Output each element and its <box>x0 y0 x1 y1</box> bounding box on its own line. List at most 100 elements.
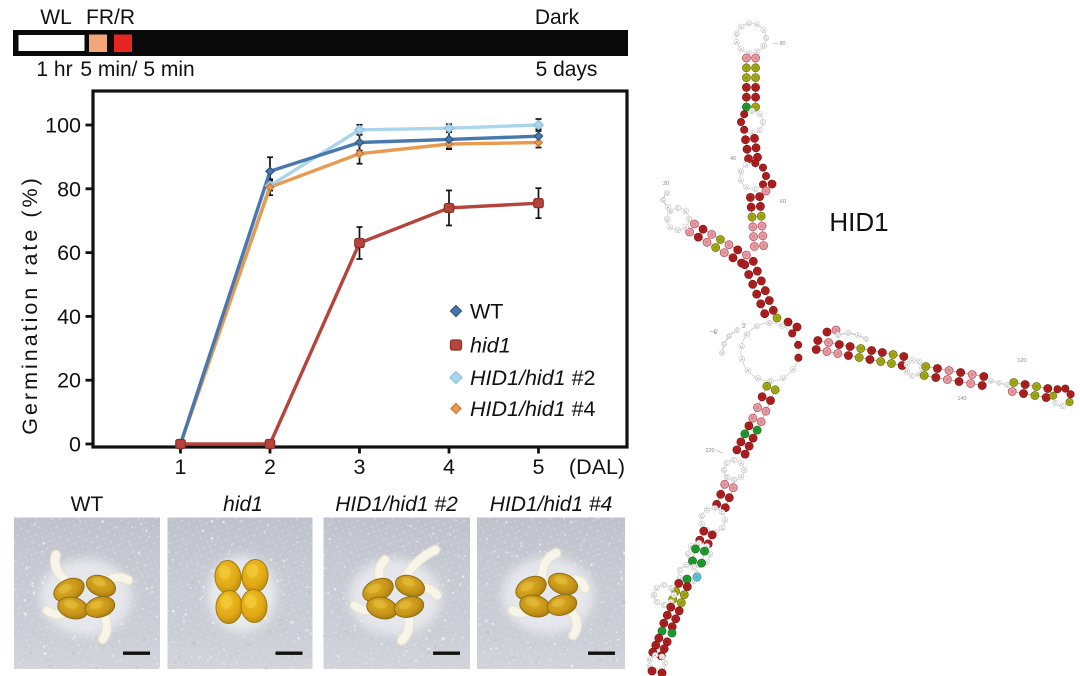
svg-text:C: C <box>735 328 738 333</box>
svg-text:C: C <box>754 186 757 191</box>
svg-text:A: A <box>739 178 742 183</box>
svg-text:1: 1 <box>175 455 187 479</box>
svg-text:WT: WT <box>470 300 503 324</box>
svg-text:A: A <box>654 653 657 658</box>
svg-text:U: U <box>670 600 673 605</box>
svg-text:A: A <box>705 544 708 549</box>
svg-text:U: U <box>747 21 750 26</box>
svg-text:C: C <box>917 359 920 364</box>
svg-text:U: U <box>739 169 742 174</box>
svg-text:G: G <box>708 552 711 557</box>
svg-text:0: 0 <box>69 433 81 457</box>
svg-text:U: U <box>655 586 658 591</box>
svg-text:A: A <box>857 333 860 338</box>
svg-text:U: U <box>665 217 668 222</box>
svg-text:1 hr: 1 hr <box>36 58 72 81</box>
svg-text:C: C <box>662 583 665 588</box>
svg-text:G: G <box>905 369 908 374</box>
svg-text:C: C <box>755 324 758 329</box>
svg-text:5 days: 5 days <box>536 58 598 81</box>
svg-text:2: 2 <box>264 455 276 479</box>
svg-text:20: 20 <box>663 181 669 187</box>
svg-text:U: U <box>660 654 663 659</box>
svg-text:U: U <box>665 191 668 196</box>
svg-text:C: C <box>684 563 687 568</box>
svg-text:C: C <box>745 332 748 337</box>
svg-text:A: A <box>724 518 727 523</box>
svg-text:U: U <box>1005 383 1008 388</box>
svg-text:100: 100 <box>45 114 81 138</box>
svg-text:U: U <box>676 228 679 233</box>
svg-text:HID1/hid1 #4: HID1/hid1 #4 <box>470 397 596 421</box>
svg-text:U: U <box>762 44 765 49</box>
svg-text:G: G <box>764 36 767 41</box>
svg-text:Germination rate (%): Germination rate (%) <box>18 175 42 435</box>
svg-text:A: A <box>741 357 744 362</box>
svg-text:hid1: hid1 <box>223 493 263 516</box>
svg-text:U: U <box>648 657 651 662</box>
svg-text:A: A <box>756 22 759 27</box>
svg-text:A: A <box>746 368 749 373</box>
svg-text:G: G <box>769 379 772 384</box>
svg-text:A: A <box>669 224 672 229</box>
svg-text:C: C <box>1061 404 1064 409</box>
svg-text:WT: WT <box>71 493 104 516</box>
svg-text:FR/R: FR/R <box>86 6 135 29</box>
svg-text:U: U <box>684 209 687 214</box>
svg-text:140: 140 <box>957 396 966 402</box>
svg-text:3: 3 <box>354 455 366 479</box>
svg-text:A: A <box>762 28 765 33</box>
svg-text:A: A <box>740 47 743 52</box>
svg-text:U: U <box>750 109 753 114</box>
svg-text:C: C <box>911 373 914 378</box>
svg-text:C: C <box>655 600 658 605</box>
svg-text:U: U <box>648 664 651 669</box>
svg-text:U: U <box>782 375 785 380</box>
svg-text:U: U <box>740 344 743 349</box>
svg-text:C: C <box>687 217 690 222</box>
svg-text:G: G <box>997 381 1000 386</box>
svg-text:G: G <box>669 209 672 214</box>
svg-text:4: 4 <box>443 455 455 479</box>
svg-text:A: A <box>735 40 738 45</box>
svg-text:A: A <box>745 162 748 167</box>
svg-text:U: U <box>846 331 849 336</box>
svg-text:C: C <box>761 120 764 125</box>
svg-text:A: A <box>748 50 751 55</box>
svg-text:C: C <box>705 507 708 512</box>
svg-text:A: A <box>740 475 743 480</box>
svg-text:U: U <box>686 552 689 557</box>
svg-text:G: G <box>864 337 867 342</box>
svg-text:C: C <box>756 49 759 54</box>
svg-text:G: G <box>722 468 725 473</box>
svg-text:G: G <box>700 514 703 519</box>
svg-text:G: G <box>768 321 771 326</box>
svg-text:G: G <box>917 372 920 377</box>
svg-text:C: C <box>732 458 735 463</box>
svg-text:U: U <box>720 351 723 356</box>
svg-text:G: G <box>732 478 735 483</box>
svg-text:C: C <box>721 510 724 515</box>
svg-text:3': 3' <box>742 324 746 330</box>
svg-text:A: A <box>690 544 693 549</box>
svg-text:60: 60 <box>780 199 786 205</box>
svg-text:U: U <box>836 333 839 338</box>
svg-text:hid1: hid1 <box>470 334 511 358</box>
svg-text:A: A <box>667 205 670 210</box>
svg-text:(DAL): (DAL) <box>569 455 625 479</box>
svg-text:G: G <box>652 593 655 598</box>
svg-text:C: C <box>725 461 728 466</box>
svg-text:40: 40 <box>57 305 81 329</box>
svg-text:A: A <box>911 358 914 363</box>
svg-text:A: A <box>740 24 743 29</box>
svg-text:A: A <box>905 362 908 367</box>
svg-text:60: 60 <box>57 241 81 265</box>
svg-text:G: G <box>713 506 716 511</box>
svg-text:G: G <box>692 579 695 584</box>
svg-text:C: C <box>692 565 695 570</box>
svg-text:A: A <box>745 185 748 190</box>
svg-text:U: U <box>678 576 681 581</box>
svg-text:220: 220 <box>705 448 714 454</box>
svg-text:5: 5 <box>533 455 545 479</box>
svg-text:G: G <box>661 198 664 203</box>
